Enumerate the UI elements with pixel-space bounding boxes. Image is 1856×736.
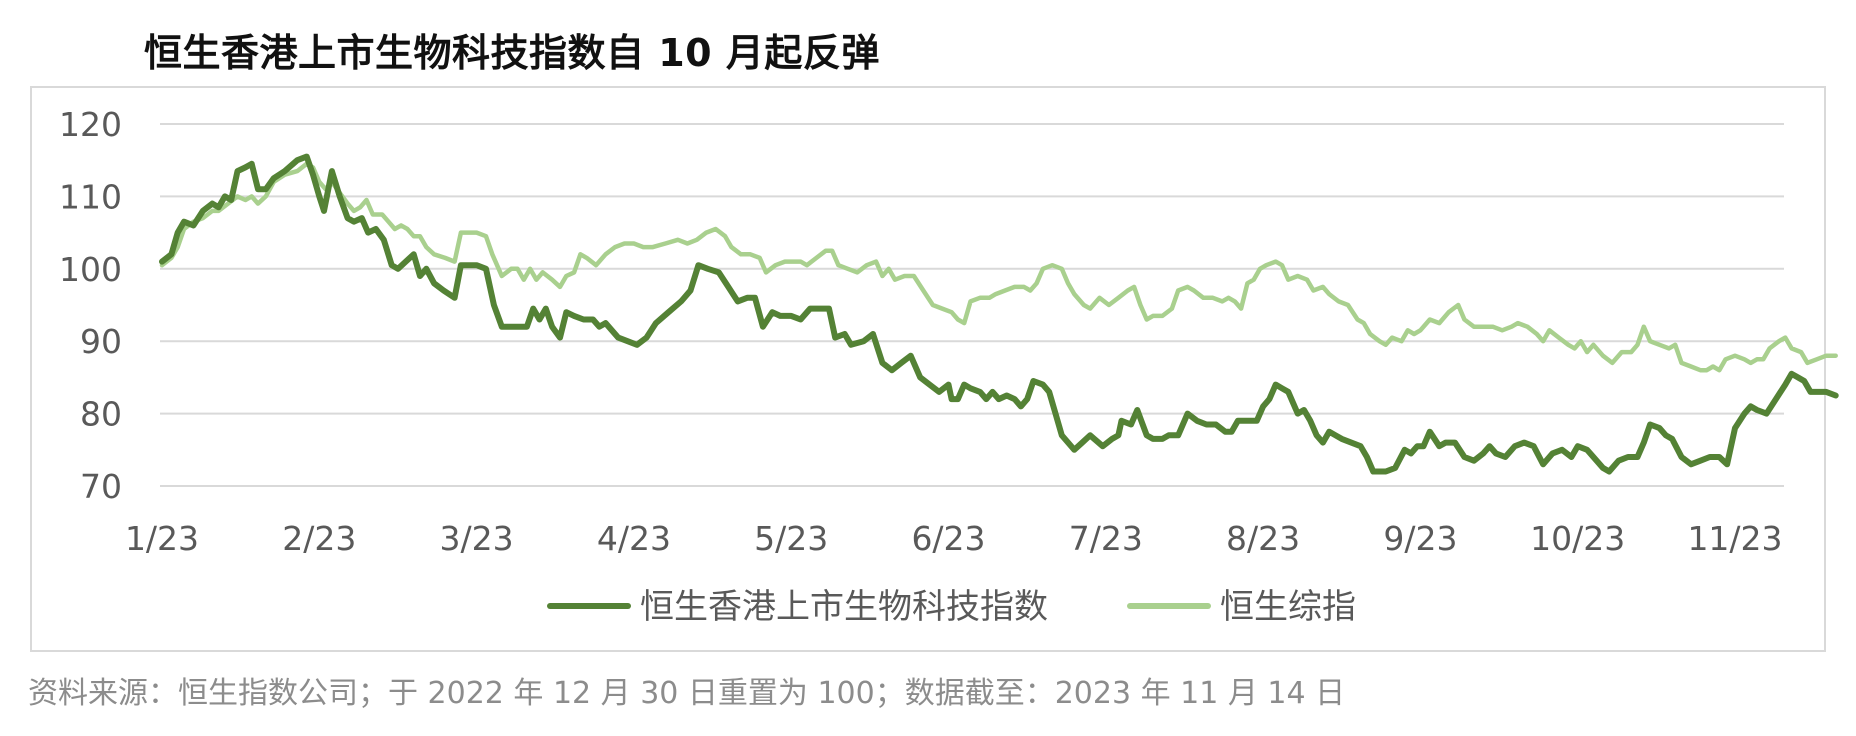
legend: 恒生香港上市生物科技指数 恒生综指 <box>547 587 1356 627</box>
x-tick-label: 6/23 <box>911 519 985 558</box>
y-tick-label: 120 <box>59 105 122 144</box>
x-tick-label: 7/23 <box>1069 519 1143 558</box>
x-tick-label: 2/23 <box>282 519 356 558</box>
x-tick-label: 5/23 <box>754 519 828 558</box>
chart-title: 恒生香港上市生物科技指数自 10 月起反弹 <box>144 31 880 75</box>
legend-label: 恒生综指 <box>1220 587 1356 627</box>
chart-frame <box>30 86 1826 652</box>
y-tick-label: 70 <box>80 467 122 506</box>
line-chart: 70 80 90 100 110 120 1/23 2/23 3/23 4/23 5/23 6/23… <box>59 105 1839 627</box>
x-tick-label: 4/23 <box>597 519 671 558</box>
x-tick-label: 8/23 <box>1226 519 1300 558</box>
x-tick-label: 1/23 <box>125 519 199 558</box>
y-tick-label: 80 <box>80 395 122 434</box>
y-tick-label: 110 <box>59 177 122 216</box>
series-lines <box>159 153 1839 475</box>
x-tick-label: 10/23 <box>1530 519 1625 558</box>
x-tick-label: 3/23 <box>440 519 514 558</box>
y-tick-label: 100 <box>59 250 122 289</box>
x-tick-label: 11/23 <box>1687 519 1782 558</box>
series-line-composite <box>159 161 1838 373</box>
x-tick-label: 9/23 <box>1383 519 1457 558</box>
source-note: 资料来源：恒生指数公司；于 2022 年 12 月 30 日重置为 100；数据… <box>28 676 1346 711</box>
y-tick-label: 90 <box>80 322 122 361</box>
gridlines <box>160 123 1784 487</box>
legend-label: 恒生香港上市生物科技指数 <box>640 587 1048 627</box>
x-axis-ticks: 1/23 2/23 3/23 4/23 5/23 6/23 7/23 8/23 9/23 10/2… <box>125 519 1783 558</box>
y-axis-ticks: 70 80 90 100 110 120 <box>59 105 122 506</box>
series-line-biotech <box>159 153 1839 475</box>
